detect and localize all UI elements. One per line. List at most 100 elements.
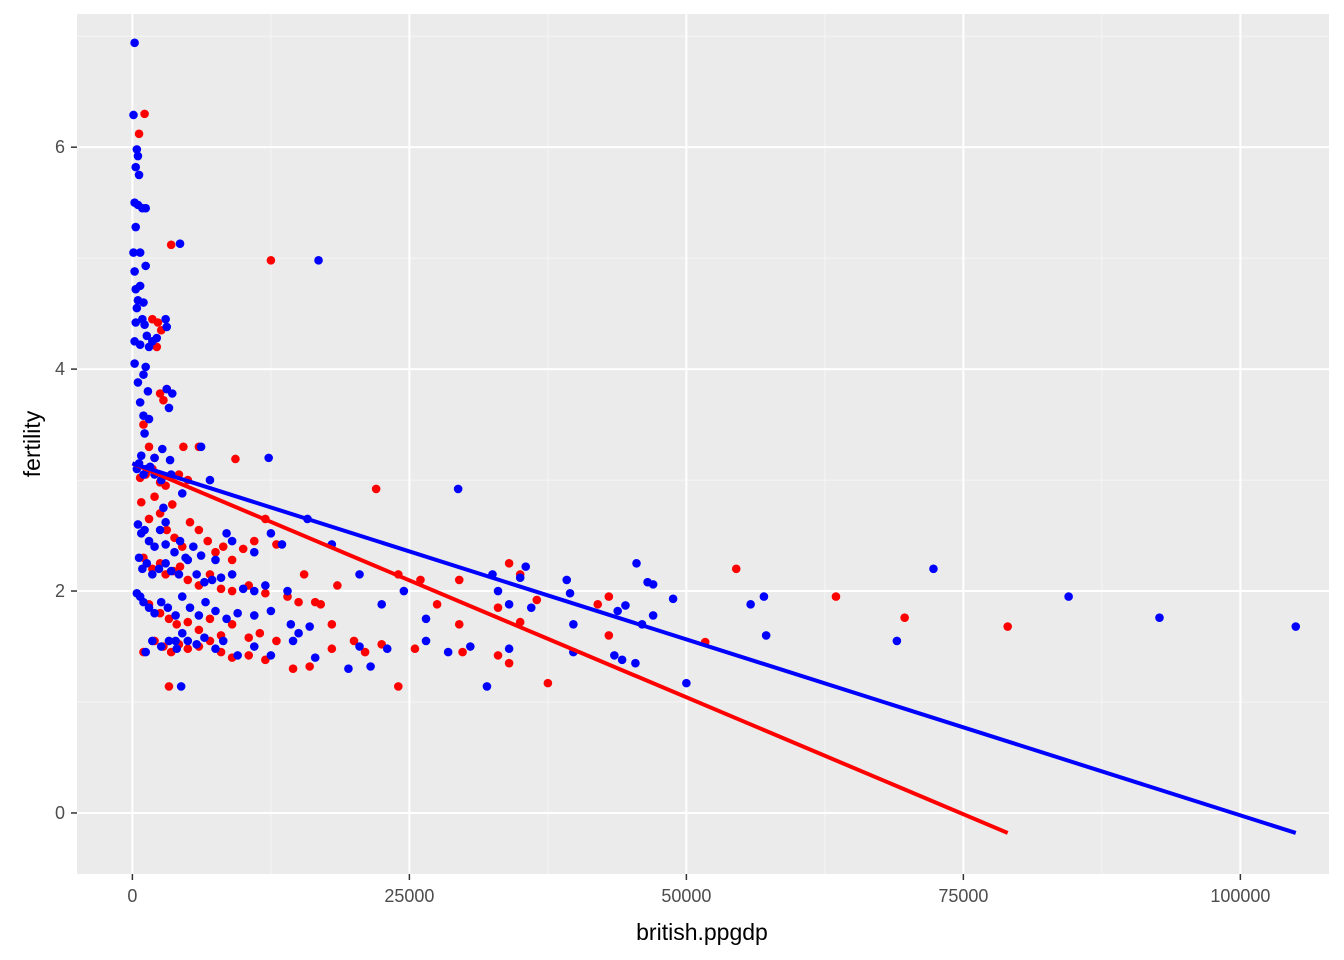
data-point <box>140 429 149 438</box>
data-point <box>172 620 182 629</box>
data-point <box>166 566 176 576</box>
data-point <box>482 682 492 691</box>
data-point <box>155 525 165 535</box>
series-layer <box>129 38 1301 835</box>
data-point <box>144 536 154 546</box>
data-point <box>179 442 188 452</box>
data-point <box>216 584 226 594</box>
data-point <box>569 620 578 629</box>
data-point <box>261 588 270 598</box>
data-point <box>233 608 242 618</box>
data-point <box>305 622 314 631</box>
y-tick-label: 0 <box>55 803 65 823</box>
data-point <box>443 647 453 657</box>
data-point <box>277 540 287 549</box>
data-point <box>222 529 231 538</box>
major-gridlines <box>77 14 1329 874</box>
data-point <box>141 362 150 372</box>
data-point <box>175 562 185 571</box>
data-point <box>1003 622 1012 631</box>
data-point <box>266 256 276 265</box>
data-point <box>132 145 142 154</box>
data-point <box>141 647 150 657</box>
data-point <box>349 636 359 646</box>
data-point <box>333 581 342 590</box>
data-point <box>504 600 514 609</box>
data-point <box>135 340 145 349</box>
data-point <box>139 370 148 379</box>
data-point <box>192 639 201 649</box>
data-point <box>135 281 145 291</box>
data-point <box>515 573 525 583</box>
data-point <box>454 575 464 585</box>
data-point <box>249 547 259 557</box>
data-point <box>249 586 259 596</box>
data-point <box>493 603 503 612</box>
data-point <box>1064 592 1073 601</box>
data-point <box>159 503 168 513</box>
data-point <box>454 620 464 629</box>
data-point <box>227 586 237 596</box>
data-point <box>617 655 627 665</box>
data-point <box>264 453 273 463</box>
data-point <box>134 553 144 563</box>
data-point <box>129 248 138 257</box>
data-point <box>231 454 240 464</box>
data-point <box>159 395 168 405</box>
data-point <box>171 611 180 620</box>
data-point <box>144 442 154 452</box>
data-point <box>1291 622 1301 631</box>
data-point <box>360 647 370 657</box>
data-point <box>249 536 259 546</box>
data-point <box>668 594 678 604</box>
data-point <box>130 359 139 368</box>
data-point <box>746 600 755 609</box>
data-point <box>141 203 150 213</box>
data-point <box>196 442 206 452</box>
data-point <box>227 620 237 629</box>
data-point <box>410 644 420 654</box>
data-point <box>183 644 193 654</box>
data-point <box>139 597 148 607</box>
data-point <box>532 595 542 605</box>
data-point <box>200 633 209 642</box>
data-point <box>521 562 531 571</box>
data-point <box>131 222 141 232</box>
data-point <box>135 398 145 407</box>
data-point <box>161 558 170 568</box>
data-point <box>432 600 442 609</box>
data-point <box>604 592 614 601</box>
data-point <box>189 542 198 551</box>
y-tick-label: 6 <box>55 137 65 157</box>
fit-line-series-1 <box>131 461 1009 835</box>
data-point <box>130 267 139 276</box>
data-point <box>466 642 475 651</box>
data-point <box>266 606 276 616</box>
data-point <box>171 636 180 646</box>
data-point <box>154 564 164 574</box>
data-point <box>161 314 170 324</box>
data-point <box>144 514 154 524</box>
data-point <box>288 664 298 674</box>
data-point <box>314 256 323 265</box>
data-point <box>162 525 172 535</box>
data-point <box>458 647 467 657</box>
x-tick-label: 50000 <box>661 886 711 906</box>
data-point <box>631 658 640 668</box>
data-point <box>140 320 149 330</box>
data-point <box>211 606 220 616</box>
data-point <box>892 636 902 646</box>
data-point <box>133 151 143 161</box>
data-point <box>305 662 314 671</box>
data-point <box>299 570 309 579</box>
data-point <box>366 662 375 671</box>
data-point <box>132 303 142 313</box>
data-point <box>286 620 296 629</box>
data-point <box>170 547 179 557</box>
x-tick-label: 0 <box>127 886 137 906</box>
data-point <box>139 420 148 429</box>
data-point <box>211 547 220 557</box>
data-point <box>562 575 572 585</box>
data-point <box>133 378 143 387</box>
data-point <box>196 551 206 560</box>
